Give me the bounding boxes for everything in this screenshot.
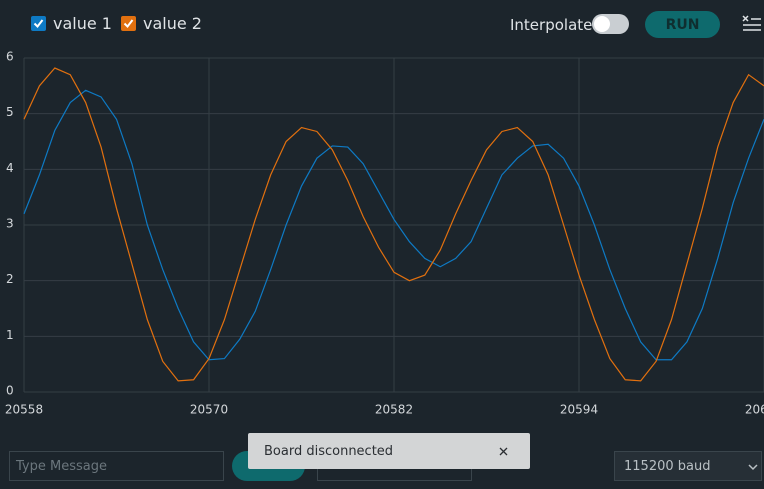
series-line: [23, 67, 764, 382]
legend-item[interactable]: value 1: [31, 14, 112, 33]
x-tick-label: 20570: [190, 403, 228, 417]
y-tick-label: 1: [6, 328, 14, 342]
run-label: RUN: [665, 16, 700, 33]
legend-item[interactable]: value 2: [121, 14, 202, 33]
x-tick-label: 20558: [5, 403, 43, 417]
y-tick-label: 4: [6, 161, 14, 175]
series-line: [23, 89, 764, 361]
chart: 0 1 2 3 4 5 6 20558 20570 20582 20594 20606: [5, 50, 764, 417]
y-tick-label: 3: [6, 217, 14, 231]
message-input[interactable]: Type Message: [9, 451, 224, 481]
checkbox[interactable]: [121, 16, 136, 31]
interpolate-label: Interpolate: [510, 16, 593, 34]
y-tick-label: 2: [6, 272, 14, 286]
toast: Board disconnected: [248, 433, 530, 469]
baud-label: 115200 baud: [624, 458, 711, 474]
x-tick-label: 20594: [560, 403, 598, 417]
y-tick-label: 5: [6, 105, 14, 119]
x-tick-label: 20606: [745, 403, 764, 417]
y-tick-label: 0: [6, 384, 14, 398]
menu-icon[interactable]: [741, 14, 763, 34]
x-tick-label: 20582: [375, 403, 413, 417]
baud-select[interactable]: 115200 baud: [614, 451, 762, 481]
interpolate-toggle[interactable]: [592, 14, 629, 34]
placeholder: Type Message: [16, 458, 107, 474]
toast-text: Board disconnected: [264, 443, 394, 459]
toast-close[interactable]: [499, 447, 508, 456]
legend-label: value 1: [53, 14, 112, 33]
checkbox[interactable]: [31, 16, 46, 31]
legend-label: value 2: [143, 14, 202, 33]
y-tick-label: 6: [6, 50, 14, 64]
run-button[interactable]: RUN: [645, 11, 720, 38]
